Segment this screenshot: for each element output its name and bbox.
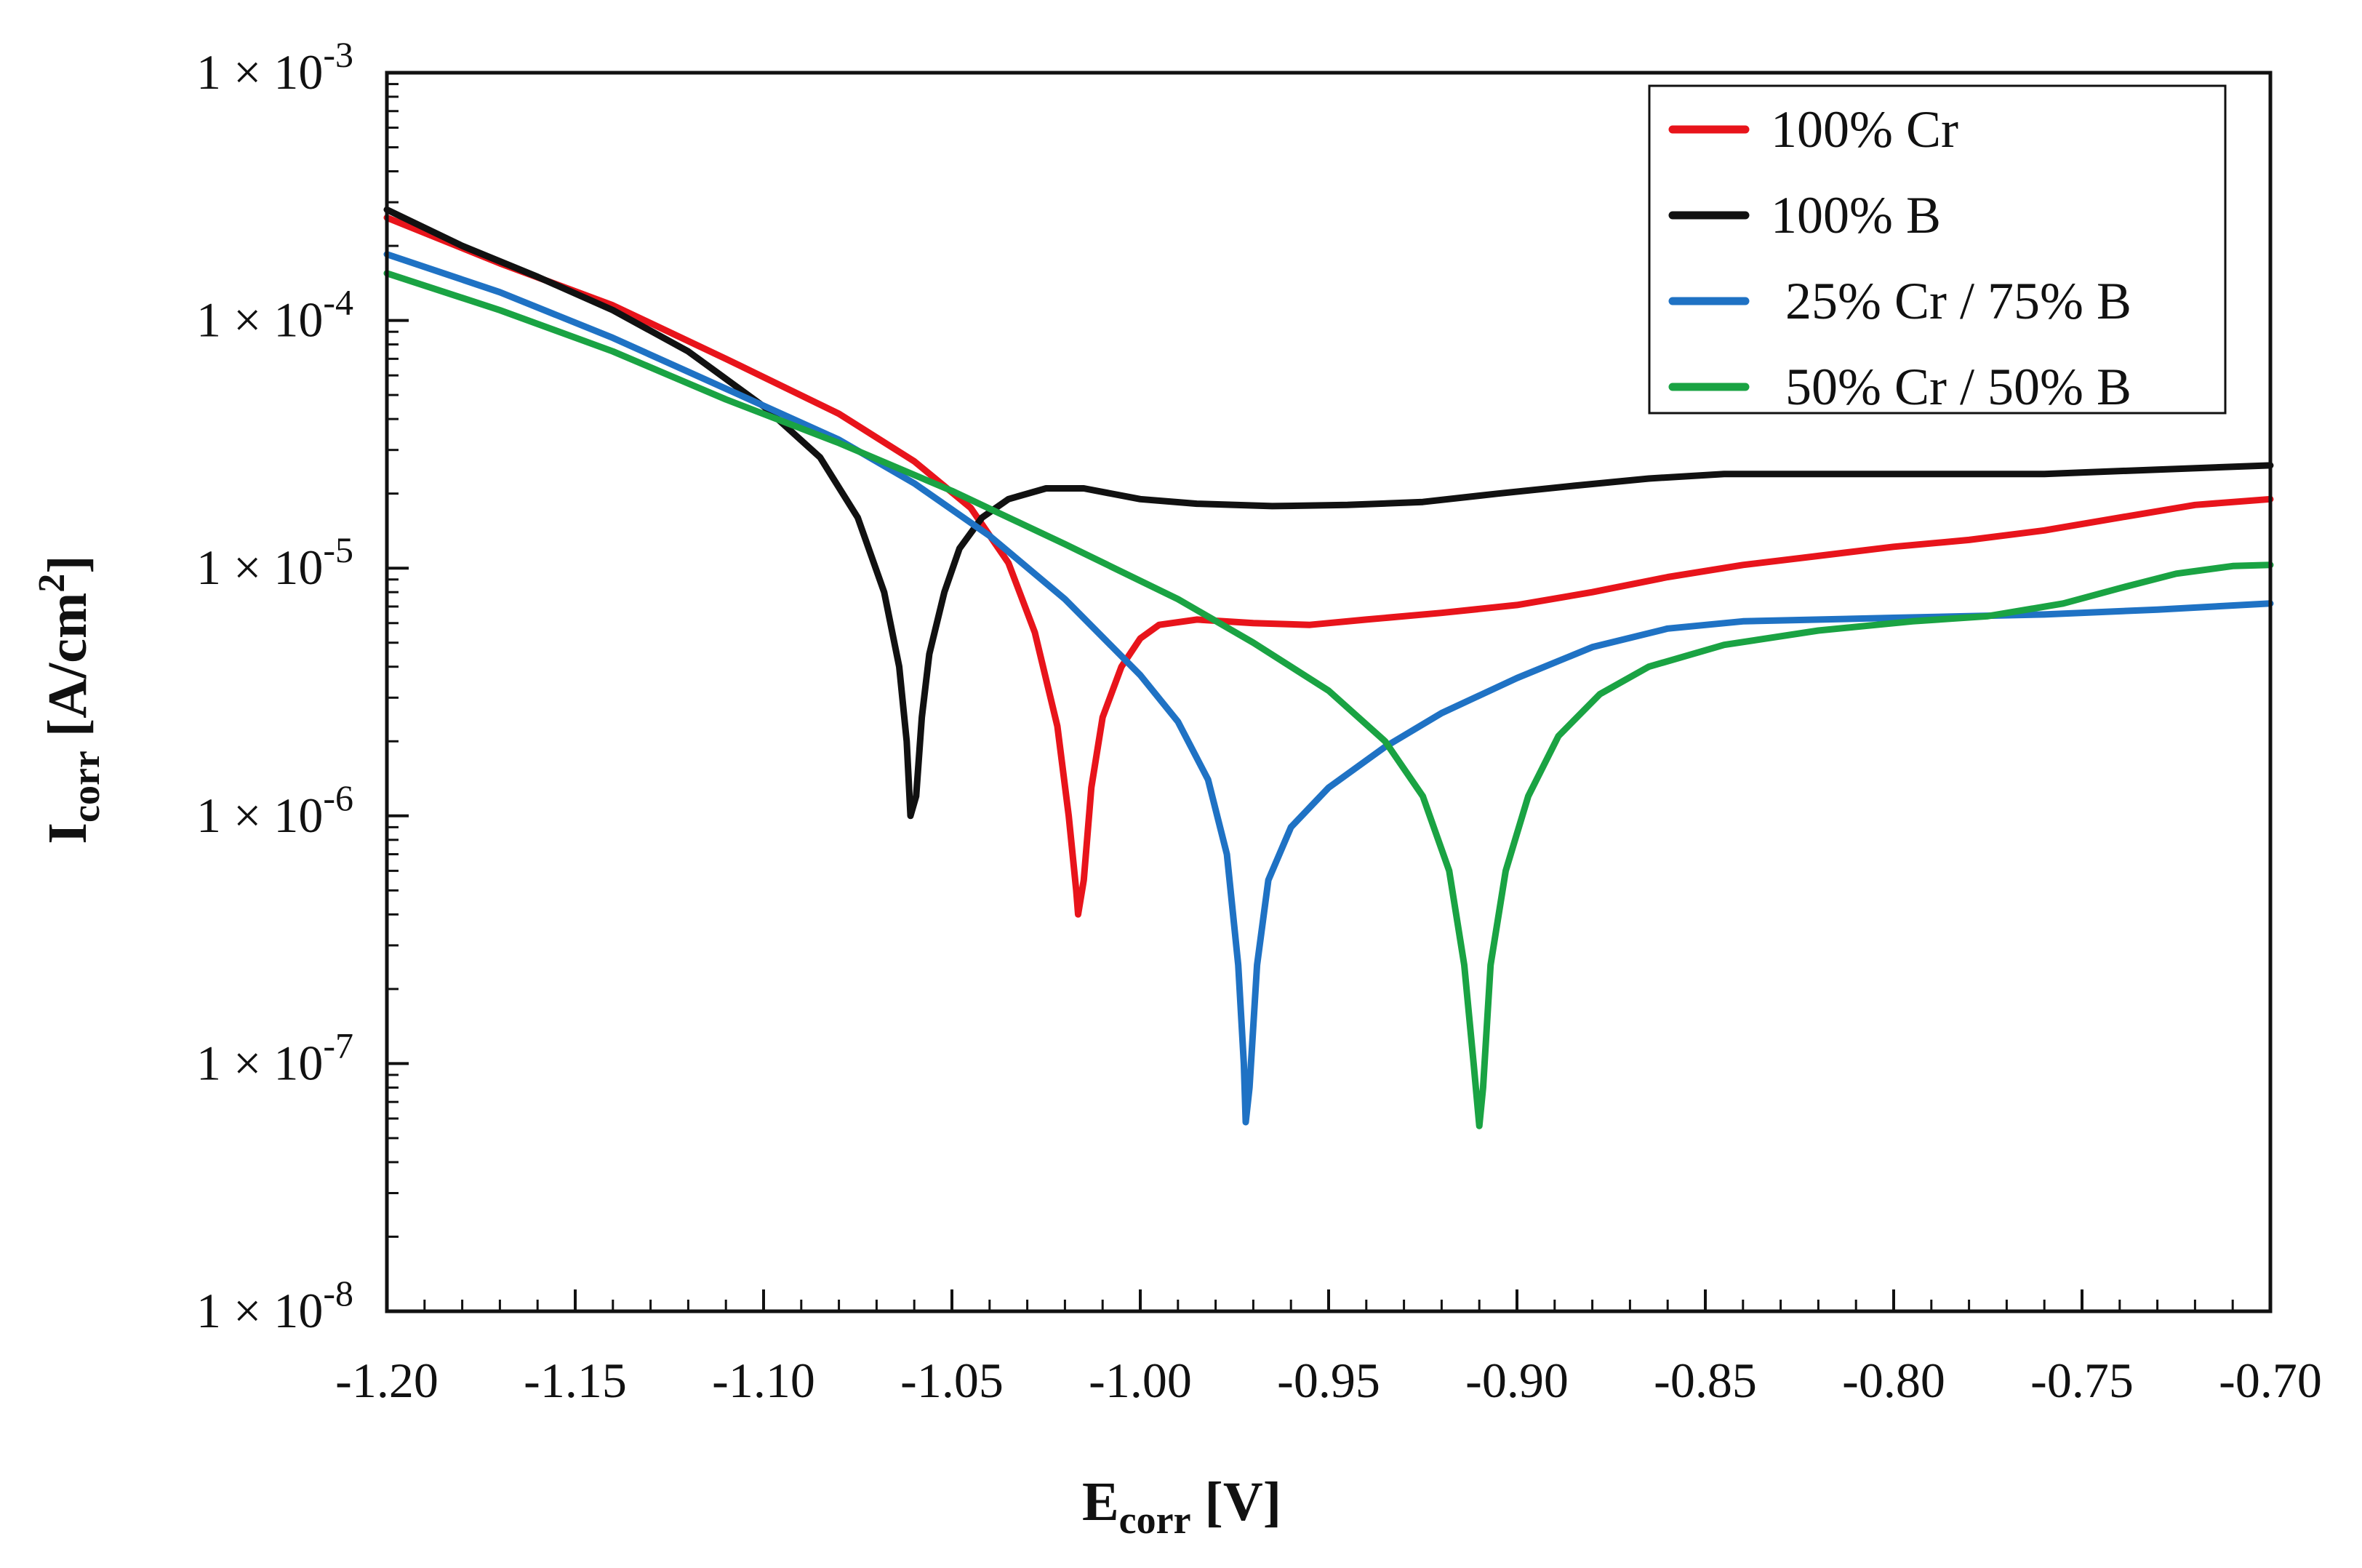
- x-tick-label: -1.05: [900, 1353, 1004, 1408]
- legend-box: [1648, 84, 2227, 415]
- y-tick-label: 1 × 10-4: [196, 282, 353, 348]
- axis-ticks: [385, 83, 2272, 1313]
- x-tick-label: -0.85: [1654, 1353, 1757, 1408]
- x-tick-labels: -1.20 -1.15 -1.10 -1.05 -1.00 -0.95 -0.90 -0.85…: [335, 1353, 2322, 1408]
- x-tick-label: -0.90: [1465, 1353, 1569, 1408]
- x-tick-label: -1.00: [1089, 1353, 1192, 1408]
- legend-label-100-b: 100% B: [1771, 186, 1941, 244]
- x-tick-label: -0.75: [2030, 1353, 2134, 1408]
- x-tick-label: -1.10: [712, 1353, 815, 1408]
- legend-label-100-cr: 100% Cr: [1771, 100, 1958, 159]
- y-tick-label: 1 × 10-3: [196, 34, 353, 100]
- x-tick-label: -1.20: [335, 1353, 439, 1408]
- series-line-1: [383, 206, 2274, 820]
- x-tick-label: -0.70: [2219, 1353, 2322, 1408]
- y-tick-label: 1 × 10-7: [196, 1025, 353, 1090]
- y-tick-label: 1 × 10-5: [196, 529, 353, 595]
- x-tick-label: -1.15: [524, 1353, 627, 1408]
- legend-label-50cr-50b: 50% Cr / 50% B: [1785, 358, 2131, 416]
- series-line-2: [383, 251, 2274, 1126]
- plot-frame: [385, 71, 2273, 1313]
- legend-label-25cr-75b: 25% Cr / 75% B: [1785, 272, 2131, 330]
- y-axis-title: Icorr [A/cm2]: [31, 555, 108, 844]
- series-layer: [383, 206, 2274, 1129]
- y-tick-label: 1 × 10-6: [196, 777, 353, 843]
- x-tick-label: -0.80: [1842, 1353, 1945, 1408]
- x-axis-title: Ecorr [V]: [1082, 1471, 1281, 1542]
- series-line-3: [383, 270, 2274, 1129]
- legend: 100% Cr 100% B 25% Cr / 75% B 50% Cr / 5…: [1648, 84, 2227, 416]
- x-tick-label: -0.95: [1277, 1353, 1380, 1408]
- y-tick-label: 1 × 10-8: [196, 1273, 353, 1338]
- y-tick-labels: 1 × 10-3 1 × 10-4 1 × 10-5 1 × 10-6 1 × 10-7…: [196, 34, 353, 1338]
